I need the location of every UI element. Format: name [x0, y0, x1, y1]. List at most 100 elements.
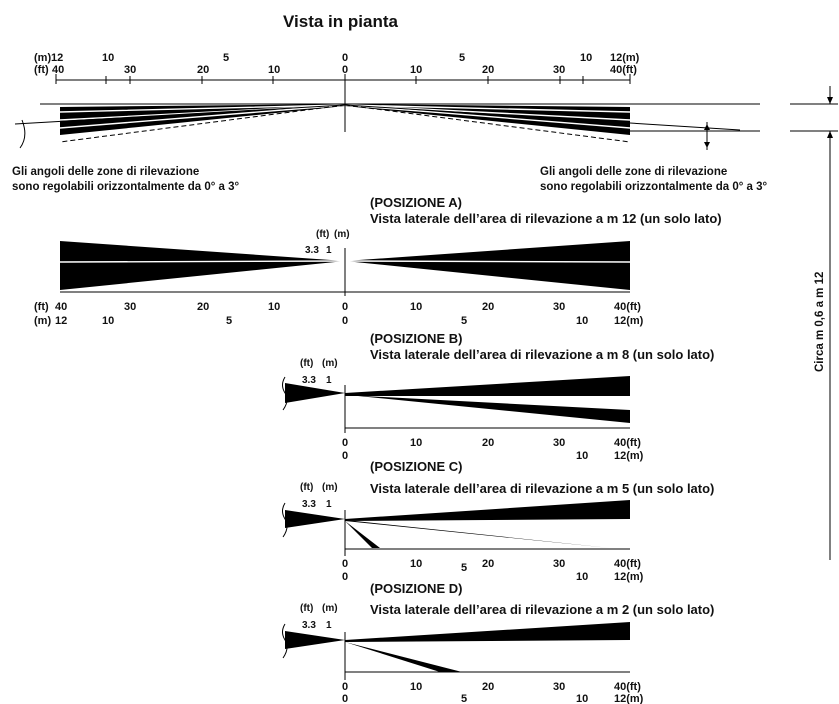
side-view-b-position: (POSIZIONE B): [370, 331, 462, 346]
side-view-b-unit-ft: (ft): [300, 358, 313, 369]
plan-beams: [14, 84, 760, 150]
side-view-a-right-m-0: 5: [461, 315, 467, 327]
side-view-d-right-ft-2: 30: [553, 681, 565, 693]
side-view-d-zero-m: 0: [342, 693, 348, 704]
plan-angle-line-left: [14, 104, 346, 125]
side-view-d-right-m-1: 10: [576, 693, 588, 704]
side-view-a-left-ft-1: 30: [124, 301, 136, 313]
plan-ft-right-end: 40(ft): [610, 64, 637, 76]
side-view-c-right-ft-2: 30: [553, 558, 565, 570]
height-indicator: Circa m 0,6 a m 12: [790, 86, 838, 560]
side-view-a-left-ft-2: 20: [197, 301, 209, 313]
side-view-d-height-ft: 3.3: [302, 620, 316, 631]
plan-beam-left: [60, 104, 345, 135]
plan-note-right-line2: sono regolabili orizzontalmente da 0° a …: [540, 181, 768, 193]
side-view-b-height-ft: 3.3: [302, 375, 316, 386]
side-view-a-unit-ft: (ft): [316, 229, 329, 240]
side-view-b-unit-m: (m): [322, 358, 338, 369]
plan-unit-m-left: (m): [34, 52, 51, 64]
side-view-a-beam-left: [60, 241, 345, 290]
plan-angle-line-right: [344, 104, 741, 131]
side-view-a-left-m-0: 12: [55, 315, 67, 327]
side-view-b-right-ft-1: 20: [482, 437, 494, 449]
side-view-a-right-ft-2: 30: [553, 301, 565, 313]
plan-m-left-2: 5: [223, 52, 229, 64]
side-view-c-caption: Vista laterale dell’area di rilevazione …: [370, 481, 714, 496]
side-view-b-beam-upper: [345, 376, 630, 396]
side-view-d-zero-ft: 0: [342, 681, 348, 693]
side-view-a-zero-m: 0: [342, 315, 348, 327]
plan-ft-left-1: 30: [124, 64, 136, 76]
side-view-b-right-m-end: 12(m): [614, 450, 644, 462]
side-view-a-height-m: 1: [326, 245, 332, 256]
side-view-c-zero-ft: 0: [342, 558, 348, 570]
plan-unit-ft-left: (ft): [34, 64, 49, 76]
side-view-d-beam-lower: [345, 642, 462, 672]
side-view-b-height-m: 1: [326, 375, 332, 386]
side-view-b-wall: [282, 376, 288, 411]
plan-m-left-0: 12: [51, 52, 63, 64]
side-view-b-beam-back: [285, 383, 345, 403]
side-view-c-beam-back: [285, 510, 345, 528]
side-view-b-right-ft-0: 10: [410, 437, 422, 449]
plan-m-right-end: 12(m): [610, 52, 640, 64]
side-view-d: (POSIZIONE D) Vista laterale dell’area d…: [282, 581, 714, 704]
side-view-d-caption: Vista laterale dell’area di rilevazione …: [370, 602, 714, 617]
side-view-a-caption: Vista laterale dell’area di rilevazione …: [370, 211, 722, 226]
side-view-c-beam-lower: [345, 521, 380, 548]
side-view-c-right-m-end: 12(m): [614, 571, 644, 583]
plan-note-left-line2: sono regolabili orizzontalmente da 0° a …: [12, 181, 240, 193]
side-view-c-right-m-0: 5: [461, 562, 467, 574]
side-view-d-right-m-end: 12(m): [614, 693, 644, 704]
side-view-c-beam-middle: [345, 521, 610, 548]
plan-m-zero: 0: [342, 52, 348, 64]
plan-m-left-1: 10: [102, 52, 114, 64]
side-view-d-unit-ft: (ft): [300, 603, 313, 614]
side-view-a: (POSIZIONE A) Vista laterale dell’area d…: [34, 195, 722, 327]
side-view-b-zero-ft: 0: [342, 437, 348, 449]
plan-ft-zero: 0: [342, 64, 348, 76]
plan-ft-left-0: 40: [52, 64, 64, 76]
plan-ft-right-2: 30: [553, 64, 565, 76]
plan-scale: (m) (ft) 12 10 5 0 5 10 12(m) 40 30 20 1…: [34, 52, 640, 84]
plan-ft-right-1: 20: [482, 64, 494, 76]
side-view-d-unit-m: (m): [322, 603, 338, 614]
plan-note-left-line1: Gli angoli delle zone di rilevazione: [12, 166, 199, 178]
side-view-d-wall: [282, 623, 288, 659]
side-view-b-beam-lower: [345, 395, 630, 423]
side-view-c-right-ft-end: 40(ft): [614, 558, 641, 570]
side-view-a-left-m-2: 5: [226, 315, 232, 327]
plan-ft-right-0: 10: [410, 64, 422, 76]
side-view-a-unit-m: (m): [334, 229, 350, 240]
plan-ft-left-2: 20: [197, 64, 209, 76]
side-view-a-right-ft-end: 40(ft): [614, 301, 641, 313]
side-view-a-left-m-unit: (m): [34, 315, 51, 327]
side-view-c-position: (POSIZIONE C): [370, 459, 462, 474]
side-view-d-beam-upper: [345, 622, 630, 642]
plan-scale-ticks: [55, 74, 631, 84]
side-view-c-unit-ft: (ft): [300, 482, 313, 493]
side-view-a-left-m-1: 10: [102, 315, 114, 327]
side-view-b-right-m-0: 10: [576, 450, 588, 462]
side-view-d-position: (POSIZIONE D): [370, 581, 462, 596]
side-view-c-unit-m: (m): [322, 482, 338, 493]
side-view-c-right-ft-0: 10: [410, 558, 422, 570]
side-view-d-beam-back: [285, 631, 345, 649]
plan-beam-right: [345, 104, 630, 135]
side-view-a-left-ft-0: 40: [55, 301, 67, 313]
height-label: Circa m 0,6 a m 12: [814, 272, 826, 372]
side-view-a-beam-right: [345, 241, 630, 290]
side-view-a-right-ft-1: 20: [482, 301, 494, 313]
side-view-d-right-ft-0: 10: [410, 681, 422, 693]
side-view-a-height-ft: 3.3: [305, 245, 319, 256]
plan-m-right-1: 10: [580, 52, 592, 64]
side-view-a-right-m-1: 10: [576, 315, 588, 327]
plan-ft-left-3: 10: [268, 64, 280, 76]
side-view-d-right-ft-1: 20: [482, 681, 494, 693]
side-view-a-position: (POSIZIONE A): [370, 195, 462, 210]
side-view-d-height-m: 1: [326, 620, 332, 631]
side-view-c-height-ft: 3.3: [302, 499, 316, 510]
side-view-a-right-m-end: 12(m): [614, 315, 644, 327]
side-view-c-height-m: 1: [326, 499, 332, 510]
side-view-c-right-ft-1: 20: [482, 558, 494, 570]
